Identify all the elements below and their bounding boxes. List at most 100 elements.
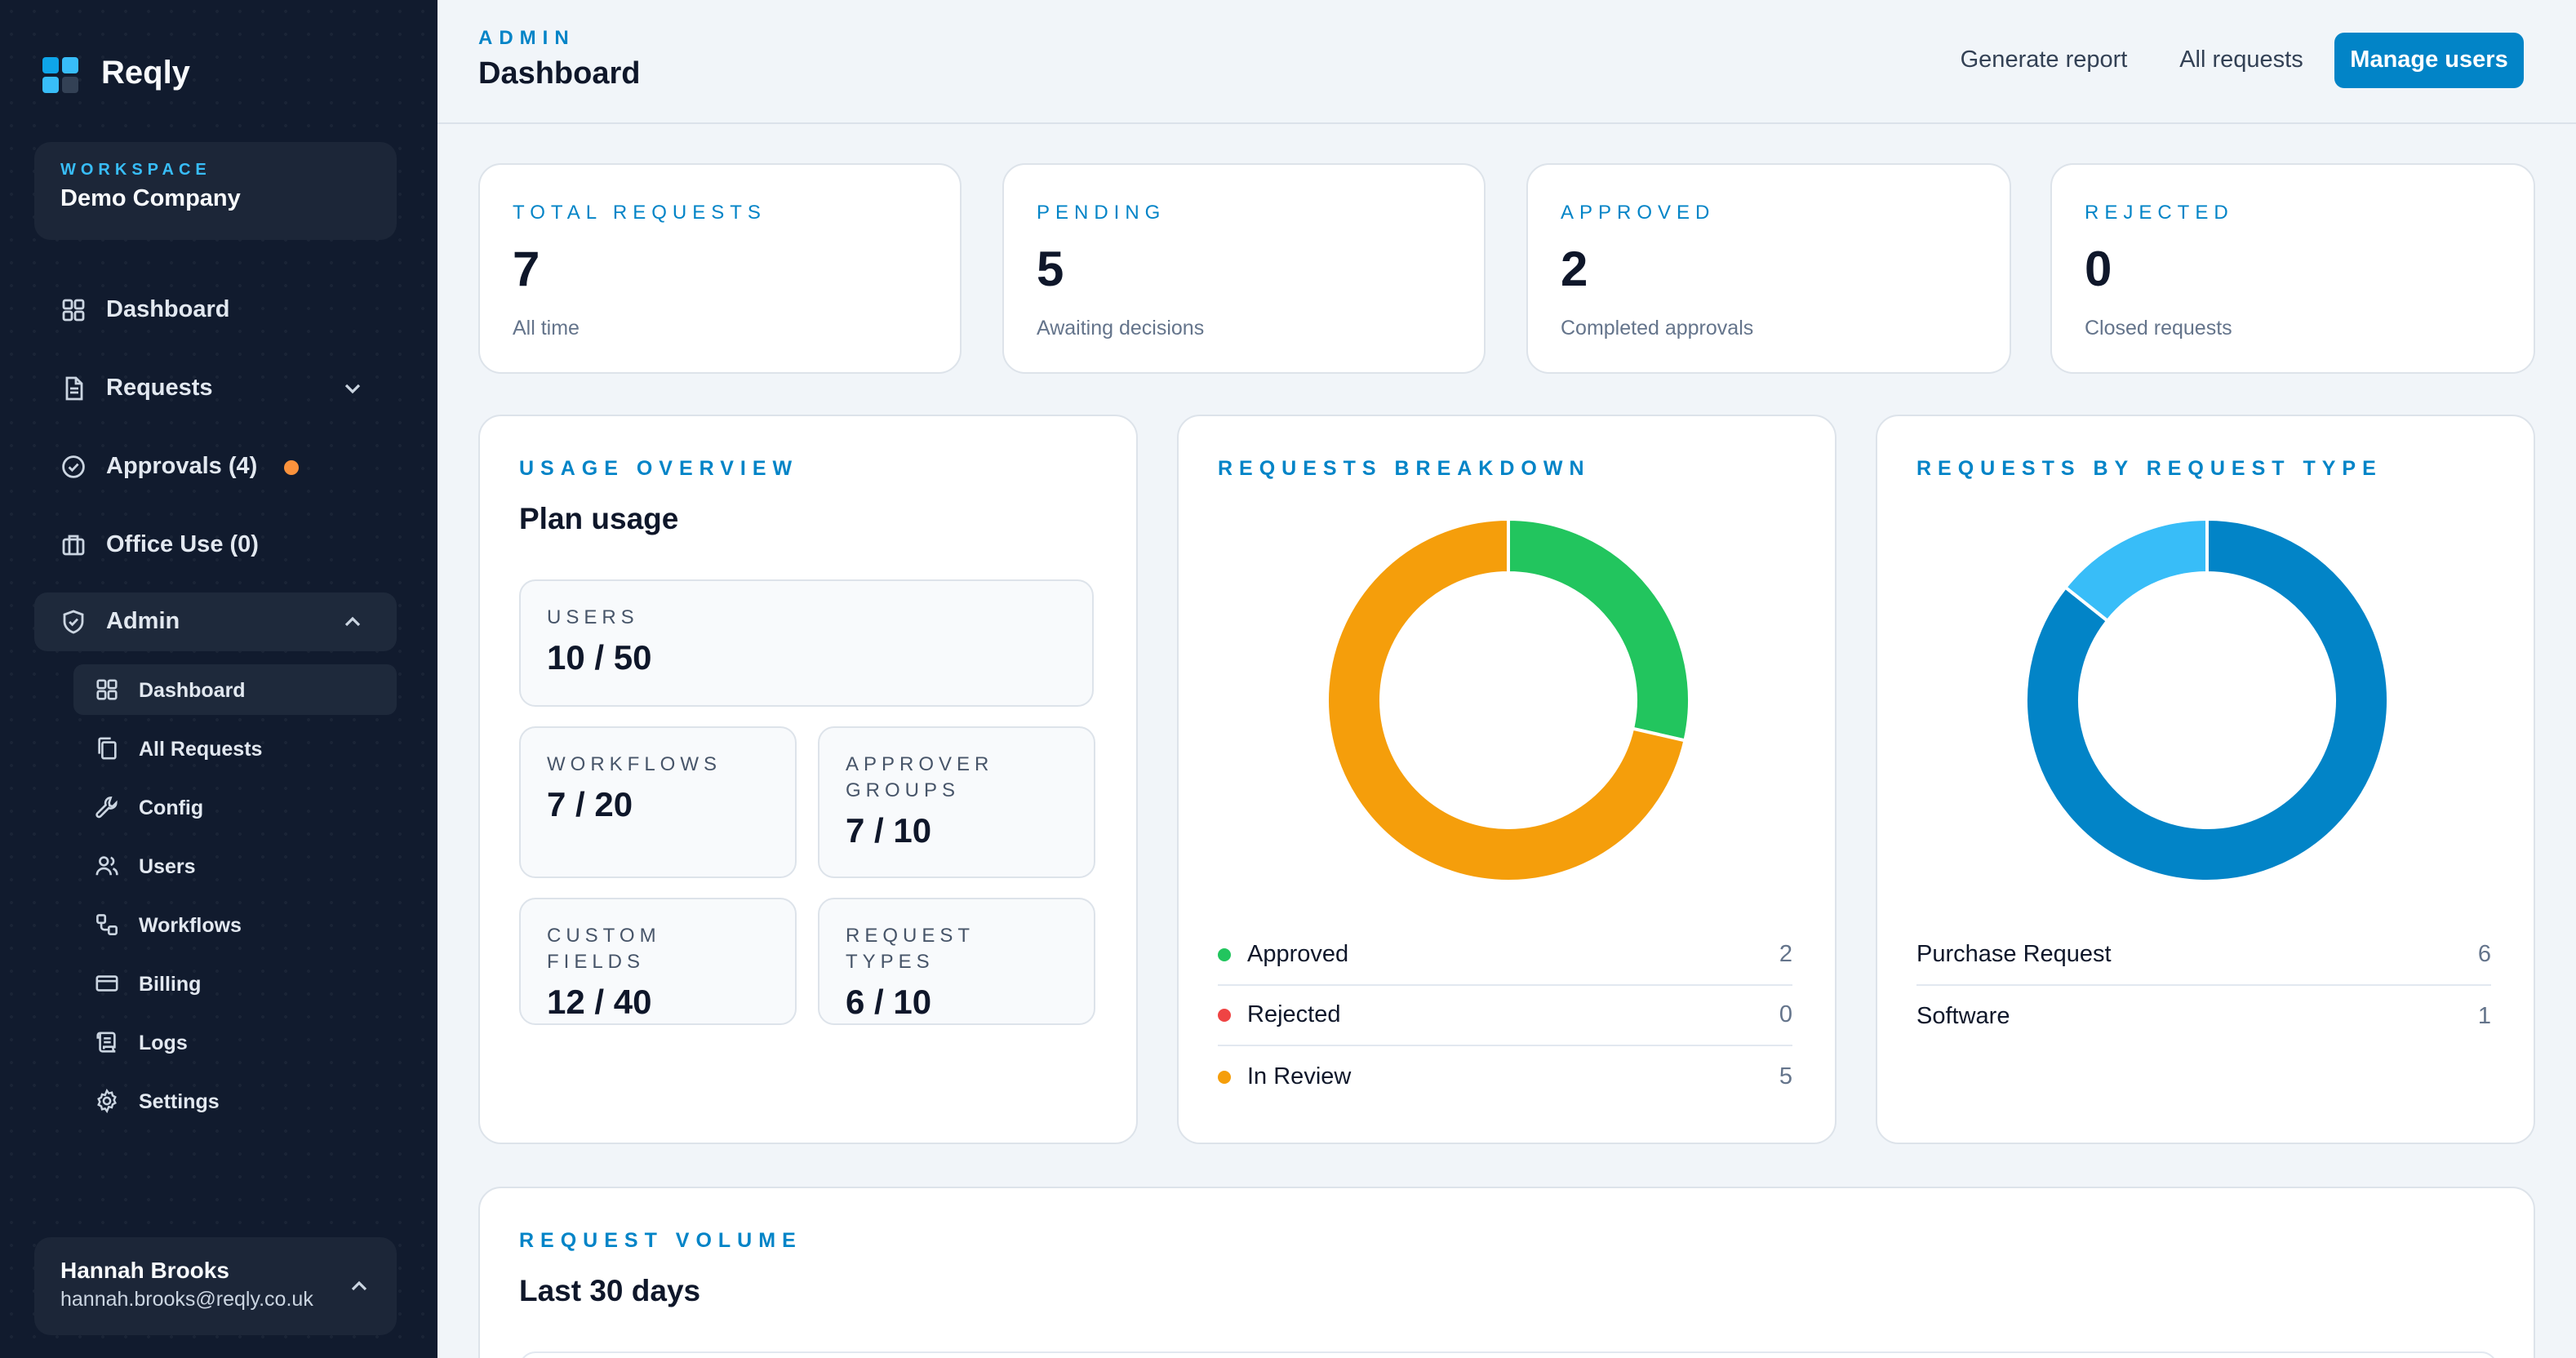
sidebar-item-admin[interactable]: Admin	[34, 592, 397, 651]
reqly-logo-icon	[42, 56, 78, 92]
stat-value: 0	[2085, 243, 2112, 297]
sidebar-subitem-label: Logs	[139, 1031, 188, 1054]
usage-custom-fields: CUSTOM FIELDS 12 / 40	[519, 898, 797, 1025]
sidebar-subitem-logs[interactable]: Logs	[73, 1017, 397, 1067]
sidebar-subitem-config[interactable]: Config	[73, 782, 397, 832]
manage-users-button[interactable]: Manage users	[2334, 33, 2524, 88]
sidebar-item-label: Admin	[106, 609, 180, 635]
donut-slice-purchase-request[interactable]	[2024, 517, 2390, 883]
sidebar-item-dashboard[interactable]: Dashboard	[34, 281, 397, 340]
legend-name: Purchase Request	[1916, 942, 2112, 968]
sidebar-item-label: Approvals (4)	[106, 454, 258, 480]
stat-value: 2	[1561, 243, 1588, 297]
donut-slice-in-review[interactable]	[1326, 517, 1687, 883]
workspace-switcher[interactable]: WORKSPACE Demo Company	[34, 142, 397, 240]
sidebar-subitem-label: Users	[139, 854, 196, 877]
usage-label: WORKFLOWS	[547, 752, 722, 775]
stat-subtitle: Awaiting decisions	[1037, 317, 1205, 340]
stat-value: 7	[513, 243, 540, 297]
usage-workflows: WORKFLOWS 7 / 20	[519, 726, 797, 878]
sidebar-subitem-label: Config	[139, 796, 204, 819]
sidebar-subitem-label: Dashboard	[139, 678, 246, 701]
stat-subtitle: Closed requests	[2085, 317, 2232, 340]
sidebar-subitem-label: Billing	[139, 972, 202, 995]
sidebar-subitem-users[interactable]: Users	[73, 841, 397, 891]
sidebar-subitem-billing[interactable]: Billing	[73, 958, 397, 1009]
legend-name: Rejected	[1247, 1002, 1341, 1028]
legend-count: 6	[2477, 942, 2491, 968]
sidebar-subitem-label: Settings	[139, 1090, 220, 1112]
check-circle-icon	[60, 454, 87, 480]
grid-icon	[60, 297, 87, 323]
sidebar-item-requests[interactable]: Requests	[34, 359, 397, 418]
sidebar-item-label: Dashboard	[106, 297, 230, 323]
workspace-name: Demo Company	[60, 186, 241, 212]
stat-card-approved: APPROVED 2 Completed approvals	[1526, 163, 2011, 374]
usage-value: 10 / 50	[547, 640, 652, 677]
legend-row-purchase-request: Purchase Request 6	[1916, 925, 2491, 986]
scroll-icon	[93, 1029, 119, 1055]
legend-dot	[1218, 1070, 1231, 1083]
sidebar-item-label: Office Use (0)	[106, 532, 259, 558]
legend-name: Approved	[1247, 942, 1349, 968]
usage-label: CUSTOM FIELDS	[547, 924, 661, 973]
panel-label: REQUEST VOLUME	[519, 1229, 802, 1252]
stat-value: 5	[1037, 243, 1064, 297]
chevron-up-icon[interactable]	[348, 1275, 371, 1298]
chevron-up-icon[interactable]	[341, 610, 364, 633]
request-type-donut-chart	[2024, 517, 2390, 883]
chevron-down-icon[interactable]	[341, 377, 364, 400]
stat-card-pending: PENDING 5 Awaiting decisions	[1002, 163, 1486, 374]
stat-label: PENDING	[1037, 201, 1166, 224]
panel-title: Last 30 days	[519, 1273, 701, 1307]
section-label: ADMIN	[478, 26, 575, 49]
usage-request-types: REQUEST TYPES 6 / 10	[818, 898, 1095, 1025]
sidebar-subitem-workflows[interactable]: Workflows	[73, 899, 397, 950]
sidebar-item-approvals[interactable]: Approvals (4)	[34, 437, 397, 496]
all-requests-button[interactable]: All requests	[2179, 47, 2303, 73]
volume-chart-area	[519, 1351, 2498, 1358]
legend-count: 5	[1779, 1063, 1792, 1090]
requests-by-type-panel: REQUESTS BY REQUEST TYPE Purchase Reques…	[1876, 415, 2535, 1144]
legend-row-software: Software 1	[1916, 986, 2491, 1046]
user-name: Hannah Brooks	[60, 1257, 229, 1283]
sidebar-subitem-label: Workflows	[139, 913, 242, 936]
wrench-icon	[93, 794, 119, 820]
document-icon	[60, 375, 87, 402]
sidebar-item-office-use[interactable]: Office Use (0)	[34, 516, 397, 575]
copy-icon	[93, 735, 119, 761]
workflow-icon	[93, 912, 119, 938]
donut-slice-software[interactable]	[2063, 517, 2209, 624]
stat-subtitle: Completed approvals	[1561, 317, 1754, 340]
donut-slice-approved[interactable]	[1507, 517, 1691, 743]
briefcase-icon	[60, 532, 87, 558]
workspace-label: WORKSPACE	[60, 162, 211, 180]
panel-title: Plan usage	[519, 501, 679, 535]
brand-name: Reqly	[101, 55, 190, 91]
usage-label: USERS	[547, 606, 639, 628]
legend-row-in-review: In Review 5	[1218, 1046, 1792, 1107]
sidebar-subitem-all-requests[interactable]: All Requests	[73, 723, 397, 774]
sidebar-subitem-label: All Requests	[139, 737, 263, 760]
sidebar-subitem-settings[interactable]: Settings	[73, 1076, 397, 1126]
usage-value: 7 / 20	[547, 787, 633, 824]
stat-card-rejected: REJECTED 0 Closed requests	[2050, 163, 2535, 374]
usage-label: APPROVER GROUPS	[846, 752, 994, 801]
request-volume-panel: REQUEST VOLUME Last 30 days	[478, 1187, 2535, 1358]
user-menu[interactable]: Hannah Brooks hannah.brooks@reqly.co.uk	[34, 1237, 397, 1335]
sidebar-item-label: Requests	[106, 375, 213, 402]
user-email: hannah.brooks@reqly.co.uk	[60, 1288, 313, 1311]
legend-name: Software	[1916, 1003, 2010, 1029]
legend-count: 2	[1779, 942, 1792, 968]
usage-value: 6 / 10	[846, 984, 932, 1022]
stat-subtitle: All time	[513, 317, 580, 340]
panel-label: REQUESTS BY REQUEST TYPE	[1916, 457, 2383, 480]
notification-dot	[283, 459, 299, 474]
users-icon	[93, 853, 119, 879]
shield-icon	[60, 609, 87, 635]
generate-report-button[interactable]: Generate report	[1960, 47, 2128, 73]
brand[interactable]: Reqly	[42, 55, 190, 93]
usage-value: 12 / 40	[547, 984, 652, 1022]
sidebar-subitem-dashboard[interactable]: Dashboard	[73, 664, 397, 715]
panel-label: REQUESTS BREAKDOWN	[1218, 457, 1591, 480]
